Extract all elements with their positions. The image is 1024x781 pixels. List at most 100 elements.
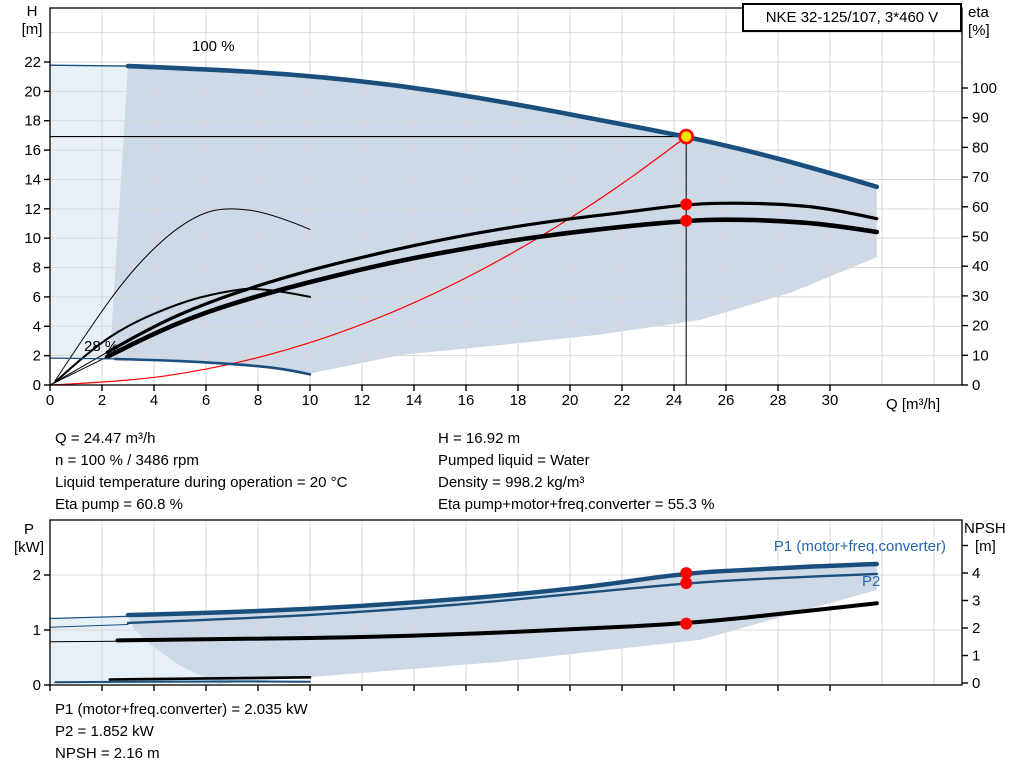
tick-left-label: 18	[24, 113, 41, 130]
info-q: Q = 24.47 m³/h	[55, 430, 156, 447]
p2-curve-lead	[49, 624, 129, 628]
eta-total-point	[680, 214, 693, 227]
tick-right-label: 20	[972, 318, 989, 335]
duty-point[interactable]	[678, 128, 695, 145]
tick-left-label: 16	[24, 142, 41, 159]
tick-x-label: 30	[822, 392, 839, 409]
tick-x-label: 22	[614, 392, 631, 409]
tick-left-label: 1	[33, 622, 41, 639]
power-area-low-flow	[50, 615, 219, 684]
info-liquid: Pumped liquid = Water	[438, 452, 590, 469]
tick-x-label: 10	[302, 392, 319, 409]
tick-right-label: 0	[972, 377, 980, 394]
duty-info-left: Q = 24.47 m³/h n = 100 % / 3486 rpm Liqu…	[55, 428, 347, 516]
eta-total-curve	[104, 217, 880, 360]
h-axis-title: H	[26, 3, 38, 20]
tick-left-label: 2	[33, 567, 41, 584]
p1-curve-lead	[49, 615, 129, 620]
tick-left-label: 4	[33, 318, 41, 335]
tick-x-label: 0	[46, 392, 54, 409]
tick-right-label: 0	[972, 675, 980, 692]
tick-x-label: 4	[150, 392, 158, 409]
tick-x-label: 2	[98, 392, 106, 409]
power-operating-area	[128, 564, 877, 684]
info-p1: P1 (motor+freq.converter) = 2.035 kW	[55, 701, 308, 718]
npsh-axis-title: NPSH	[964, 520, 1006, 537]
tick-x-label: 18	[510, 392, 527, 409]
pump-curve-100-lead	[49, 64, 129, 67]
tick-right-label: 60	[972, 199, 989, 216]
eta-pump-point	[680, 198, 693, 211]
p2-curve-label: P2	[862, 573, 881, 590]
tick-left-label: 12	[24, 201, 41, 218]
tick-right-label: 4	[972, 565, 980, 582]
tick-right-label: 3	[972, 593, 980, 610]
p2-curve	[126, 572, 878, 625]
npsh-point	[680, 617, 693, 630]
eta-axis-unit: [%]	[968, 22, 990, 39]
tick-right-label: 40	[972, 258, 989, 275]
tick-left-label: 0	[33, 377, 41, 394]
info-density: Density = 998.2 kg/m³	[438, 474, 585, 491]
tick-right-label: 30	[972, 288, 989, 305]
info-h: H = 16.92 m	[438, 430, 521, 447]
tick-x-label: 20	[562, 392, 579, 409]
eta-axis-title: eta	[968, 4, 989, 21]
info-n: n = 100 % / 3486 rpm	[55, 452, 199, 469]
info-temp: Liquid temperature during operation = 20…	[55, 474, 348, 491]
power-info: P1 (motor+freq.converter) = 2.035 kW P2 …	[55, 699, 308, 765]
pump-curve-28-lead	[49, 357, 116, 360]
p1-curve-28	[54, 680, 311, 684]
tick-x-label: 14	[406, 392, 423, 409]
tick-right-label: 10	[972, 347, 989, 364]
tick-right-label: 80	[972, 139, 989, 156]
pump-curve-28	[113, 357, 312, 376]
tick-x-label: 28	[770, 392, 787, 409]
eta-pump-curve	[105, 201, 879, 354]
tick-x-label: 26	[718, 392, 735, 409]
q-axis-label: Q [m³/h]	[886, 396, 941, 413]
speed-28-label: 28 %	[84, 338, 119, 355]
tick-left-label: 10	[24, 230, 41, 247]
p1-curve	[125, 561, 879, 618]
tick-left-label: 2	[33, 348, 41, 365]
p2-point	[680, 577, 693, 590]
tick-left-label: 22	[24, 54, 41, 71]
info-eta-total: Eta pump+motor+freq.converter = 55.3 %	[438, 496, 715, 513]
info-eta-pump: Eta pump = 60.8 %	[55, 496, 183, 513]
tick-left-label: 8	[33, 260, 41, 277]
duty-info-right: H = 16.92 m Pumped liquid = Water Densit…	[438, 428, 714, 516]
tick-x-label: 8	[254, 392, 262, 409]
tick-left-label: 0	[33, 677, 41, 694]
p-axis-title: P	[23, 521, 34, 538]
npsh-axis-unit: [m]	[975, 538, 996, 555]
pump-title-box: NKE 32-125/107, 3*460 V	[742, 3, 962, 32]
tick-x-label: 24	[666, 392, 683, 409]
eta-total-curve-lead	[49, 356, 108, 386]
info-p2: P2 = 1.852 kW	[55, 723, 154, 740]
eta-pump-curve-lead	[49, 351, 108, 386]
npsh-curve-28	[108, 676, 312, 681]
info-npsh: NPSH = 2.16 m	[55, 745, 160, 762]
tick-right-label: 90	[972, 110, 989, 127]
operating-area-low-flow	[50, 65, 128, 359]
tick-left-label: 20	[24, 83, 41, 100]
system-curve	[49, 136, 687, 386]
h-axis-unit: [m]	[21, 21, 43, 38]
p-axis-unit: [kW]	[14, 539, 44, 556]
npsh-curve-lead	[49, 640, 119, 643]
pump-curve-100	[125, 63, 880, 190]
tick-x-label: 16	[458, 392, 475, 409]
plot-frame	[49, 519, 963, 686]
tick-left-label: 14	[24, 171, 41, 188]
eta-curve-reduced-speed-thin	[54, 208, 311, 382]
p1-point	[680, 567, 693, 580]
tick-x-label: 6	[202, 392, 210, 409]
tick-right-label: 2	[972, 620, 980, 637]
tick-right-label: 70	[972, 169, 989, 186]
tick-right-label: 100	[972, 80, 997, 97]
tick-right-label: 1	[972, 648, 980, 665]
tick-left-label: 6	[33, 289, 41, 306]
